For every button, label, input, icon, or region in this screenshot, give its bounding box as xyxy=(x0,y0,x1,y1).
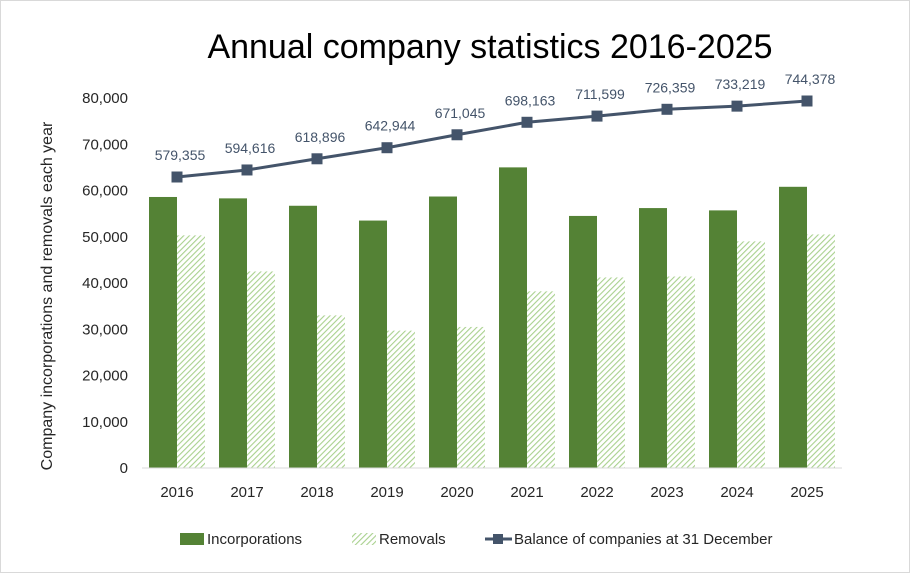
y-tick-label: 60,000 xyxy=(82,183,128,200)
y-axis-label: Company incorporations and removals each… xyxy=(39,121,56,470)
bar-incorporations xyxy=(289,205,317,468)
bar-incorporations xyxy=(359,220,387,468)
x-tick-label: 2018 xyxy=(300,484,333,501)
bar-removals xyxy=(317,315,345,468)
bar-incorporations xyxy=(429,196,457,468)
bar-incorporations xyxy=(219,198,247,469)
balance-marker xyxy=(311,153,323,165)
balance-marker xyxy=(451,129,463,141)
y-tick-label: 20,000 xyxy=(82,368,128,385)
bar-removals xyxy=(667,276,695,468)
legend-marker-balance xyxy=(493,534,503,544)
y-tick-label: 30,000 xyxy=(82,321,128,338)
y-tick-label: 80,000 xyxy=(82,90,128,107)
bar-removals xyxy=(457,326,485,468)
balance-data-label: 579,355 xyxy=(155,147,206,163)
bar-series xyxy=(149,167,835,469)
y-tick-labels: 0 10,000 20,000 30,000 40,000 50,000 60,000 70,… xyxy=(82,90,128,477)
balance-data-label: 726,359 xyxy=(645,79,696,95)
bar-incorporations xyxy=(779,186,807,469)
x-tick-label: 2023 xyxy=(650,484,683,501)
balance-marker xyxy=(661,103,673,115)
x-tick-label: 2021 xyxy=(510,484,543,501)
bar-incorporations xyxy=(569,215,597,468)
balance-marker xyxy=(801,95,813,107)
bar-incorporations xyxy=(149,196,177,468)
bar-removals xyxy=(387,330,415,468)
balance-data-label: 671,045 xyxy=(435,105,486,121)
x-tick-label: 2022 xyxy=(580,484,613,501)
balance-marker xyxy=(241,164,253,176)
y-tick-label: 10,000 xyxy=(82,414,128,431)
legend: Incorporations Removals Balance of compa… xyxy=(180,531,772,548)
balance-marker xyxy=(591,110,603,122)
x-tick-label: 2017 xyxy=(230,484,263,501)
bar-removals xyxy=(177,235,205,468)
bar-incorporations xyxy=(639,208,667,468)
y-tick-label: 70,000 xyxy=(82,136,128,153)
balance-data-label: 733,219 xyxy=(715,76,766,92)
balance-line-series xyxy=(171,95,813,183)
balance-data-label: 642,944 xyxy=(365,118,416,134)
chart-title: Annual company statistics 2016-2025 xyxy=(207,28,772,66)
bar-removals xyxy=(597,277,625,468)
x-tick-label: 2020 xyxy=(440,484,473,501)
x-tick-label: 2019 xyxy=(370,484,403,501)
bar-removals xyxy=(807,234,835,468)
x-tick-labels: 2016 2017 2018 2019 2020 2021 2022 2023 2024 2025 xyxy=(160,484,823,501)
balance-marker xyxy=(521,116,533,128)
x-tick-label: 2025 xyxy=(790,484,823,501)
y-tick-label: 0 xyxy=(120,460,128,477)
balance-marker xyxy=(731,100,743,112)
legend-label-incorporations: Incorporations xyxy=(207,531,302,548)
balance-data-labels: 579,355 594,616 618,896 642,944 671,045 698,1… xyxy=(155,71,836,163)
y-tick-label: 40,000 xyxy=(82,275,128,292)
balance-data-label: 744,378 xyxy=(785,71,836,87)
bar-removals xyxy=(737,241,765,468)
bar-incorporations xyxy=(499,167,527,468)
bar-incorporations xyxy=(709,210,737,468)
bar-removals xyxy=(247,271,275,468)
balance-data-label: 618,896 xyxy=(295,129,346,145)
balance-marker xyxy=(171,171,183,183)
legend-label-balance: Balance of companies at 31 December xyxy=(514,531,772,548)
x-tick-label: 2024 xyxy=(720,484,753,501)
legend-swatch-incorporations xyxy=(180,533,204,545)
balance-marker xyxy=(381,142,393,154)
x-tick-label: 2016 xyxy=(160,484,193,501)
balance-data-label: 594,616 xyxy=(225,140,276,156)
legend-swatch-removals xyxy=(352,533,376,545)
balance-line xyxy=(176,99,808,179)
y-tick-label: 50,000 xyxy=(82,229,128,246)
legend-label-removals: Removals xyxy=(379,531,446,548)
balance-data-label: 711,599 xyxy=(575,86,625,102)
bar-removals xyxy=(527,291,555,468)
balance-data-label: 698,163 xyxy=(505,92,556,108)
